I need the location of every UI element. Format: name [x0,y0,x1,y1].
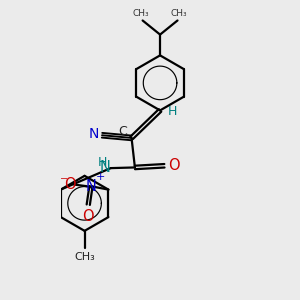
Text: O: O [168,158,180,173]
Text: O: O [64,177,76,192]
Text: CH₃: CH₃ [133,9,150,18]
Text: CH₃: CH₃ [74,252,95,262]
Text: CH₃: CH₃ [170,9,187,18]
Text: ⁻: ⁻ [60,174,68,189]
Text: N: N [85,179,96,194]
Text: N: N [88,127,99,141]
Text: H: H [97,156,107,169]
Text: C: C [118,125,127,138]
Text: +: + [96,172,105,182]
Text: O: O [82,209,94,224]
Text: N: N [99,160,110,175]
Text: H: H [167,105,177,118]
